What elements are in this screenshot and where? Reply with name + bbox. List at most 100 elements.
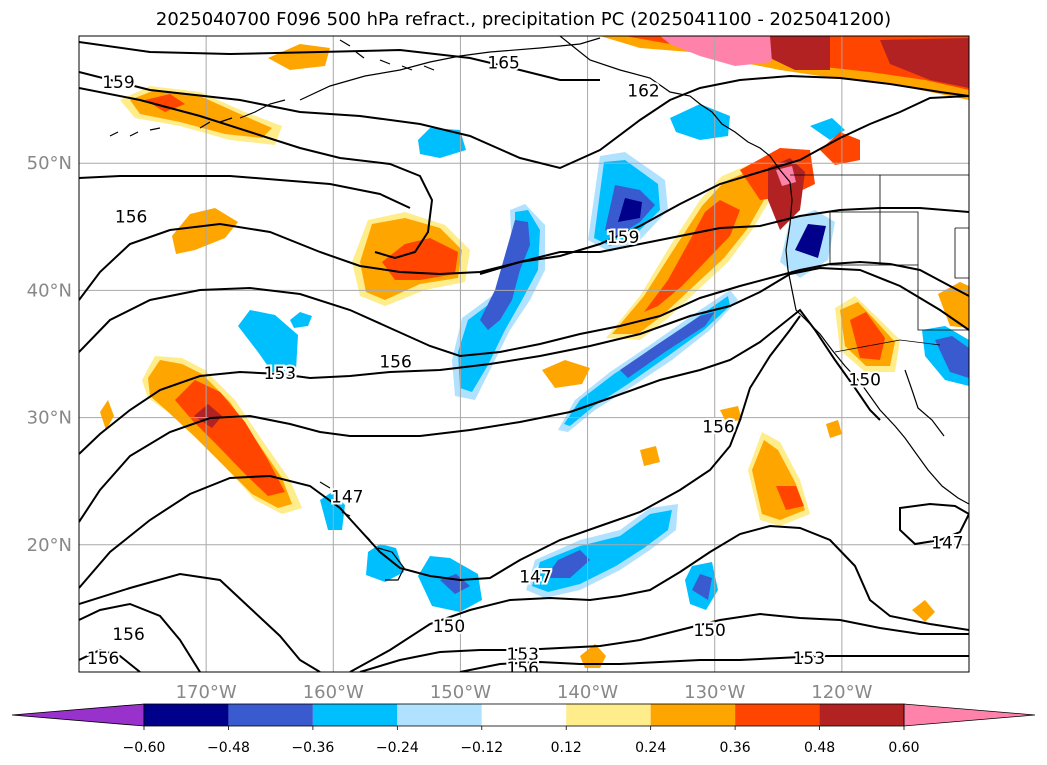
shade-north-small [268,44,330,70]
lat-tick-label: 20°N [27,535,72,556]
map-background [79,36,969,672]
colorbar-tick-label: −0.24 [376,740,419,756]
contour-150 [79,308,881,523]
contour-label: 153 [507,645,539,665]
coastline-west-na [785,181,969,505]
refractivity-contours [79,41,969,672]
contour-label: 150 [849,370,881,390]
shade-small-warm-5 [826,420,842,438]
colorbar-tick-label: −0.36 [291,740,334,756]
colorbar-outline [143,703,905,727]
shade-cool-diagonal-core [620,312,715,378]
political-borders [790,174,969,353]
colorbar: −0.60 −0.48 −0.36 −0.24 −0.12 0.12 0.24 0.36 0.4… [11,703,1036,756]
lon-tick-label: 130°W [684,682,745,703]
shade-east-edge-cool-core [935,336,969,378]
shade-small-warm-1 [580,644,606,668]
shade-warm-diagonal-topcore [768,158,805,230]
contour-label: 156 [112,625,144,645]
map-frame [78,35,970,673]
colorbar-extend-high [903,703,1036,727]
border-mexico [834,339,941,353]
latitude-tick-labels: 50°N 40°N 30°N 20°N [27,153,72,556]
shade-alaska-band-core [760,36,969,88]
contour-165 [79,41,600,81]
lon-tick-label: 140°W [557,682,618,703]
coastline-alaska [239,36,791,183]
shade-mid-warm-small [542,360,590,388]
contour-147-east [899,502,969,546]
colorbar-segment [312,704,398,726]
coastline-islands [109,39,435,137]
colorbar-segment [397,704,482,726]
contour-153-south [359,612,969,672]
contour-label: 156 [702,418,734,438]
contour-label: 147 [931,533,963,553]
contour-156 [79,207,969,358]
shade-south-cool3 [366,544,404,582]
contour-label: 156 [379,353,411,373]
colorbar-tick-label: 0.24 [635,740,666,756]
shade-south-cool4-core [692,574,712,600]
border-us-states [829,175,969,331]
shade-alaska-band-inner [625,36,969,90]
contour-156-southwest [79,602,201,672]
colorbar-extend-low [11,703,145,727]
contour-label: 156 [115,208,147,228]
lat-tick-label: 30°N [27,408,72,429]
longitude-tick-labels: 170°W 160°W 150°W 140°W 130°W 120°W [176,682,873,703]
shade-sw-band-peak [194,404,222,428]
shade-ne-cool-small [810,118,845,140]
shade-alaska-band-peak [660,36,772,66]
contour-150-south [79,524,969,672]
colorbar-tick-label: 0.12 [551,740,582,756]
lon-tick-label: 120°W [811,682,872,703]
contour-label: 162 [627,82,659,102]
coastlines [109,36,969,581]
colorbar-tick-label: −0.60 [123,740,166,756]
colorbar-segment [481,704,567,726]
contour-162 [79,71,969,170]
contour-label: 153 [264,364,296,384]
shade-small-warm-2 [912,600,935,622]
contour-147 [79,315,801,589]
colorbar-tick-label: 0.60 [888,740,919,756]
colorbar-tick-label: −0.48 [207,740,250,756]
map-title: 2025040700 F096 500 hPa refract., precip… [155,9,892,30]
shade-west-blob [172,208,238,254]
shade-ne-warm-small [820,132,860,165]
colorbar-segment [819,704,904,726]
colorbar-segment [650,704,736,726]
lat-tick-label: 40°N [27,280,72,301]
shade-cool-band-core [480,220,530,330]
shade-se-warm-core [776,486,804,510]
contour-label: 153 [793,649,825,669]
shade-west-cool-small [290,312,312,328]
shade-small-warm-4 [100,400,114,430]
contour-label: 165 [487,54,519,74]
shade-nw-blob-core [145,94,185,112]
shade-central-blob-core [382,238,458,280]
colorbar-tick-label: −0.12 [460,740,503,756]
colorbar-tick-label: 0.36 [720,740,751,756]
shade-south-cool5 [320,492,345,530]
colorbar-segment [228,704,313,726]
shade-nc-cool [418,128,466,158]
contour-label: 156 [87,649,119,669]
lat-tick-label: 50°N [27,153,72,174]
shade-east-edge-warm [938,282,969,328]
contour-label: 150 [693,621,725,641]
lon-tick-label: 160°W [303,682,364,703]
contour-label: 147 [519,568,551,588]
colorbar-segment [144,704,229,726]
contour-label: 156 [507,659,539,679]
shade-south-cool-core [545,550,590,578]
lon-tick-label: 150°W [430,682,491,703]
precip-shading [100,36,969,668]
contour-153 [79,266,969,455]
shade-coast-cool2-core [795,224,826,258]
shade-small-warm-6 [640,446,660,466]
colorbar-tick-label: 0.48 [804,740,835,756]
